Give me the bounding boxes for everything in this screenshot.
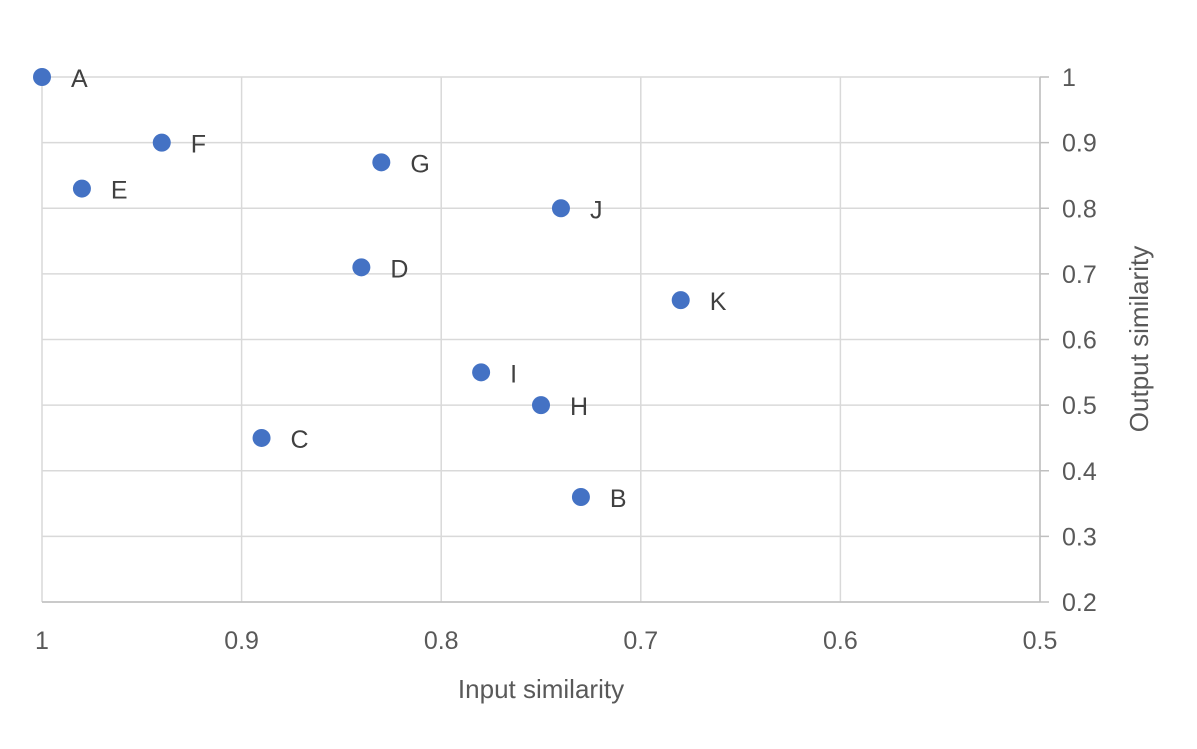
data-point-c bbox=[252, 428, 271, 447]
data-point-h bbox=[532, 396, 550, 415]
y-tick-label: 0.5 bbox=[1062, 392, 1097, 420]
data-point-f bbox=[152, 133, 171, 152]
y-tick-label: 0.6 bbox=[1062, 327, 1097, 355]
axes bbox=[42, 76, 1049, 603]
x-tick-label: 0.5 bbox=[1023, 627, 1058, 655]
data-point-b bbox=[571, 488, 590, 506]
x-tick-label: 0.6 bbox=[823, 627, 858, 655]
data-label-i: I bbox=[510, 360, 517, 388]
data-point-i bbox=[472, 363, 491, 382]
data-point-j bbox=[551, 199, 570, 218]
tick-labels: 1 0.9 0.8 0.7 0.6 0.50.20.30.40.50.60.70.80.9… bbox=[35, 64, 1097, 655]
data-points: A F E G J D K I H C B bbox=[33, 65, 727, 513]
data-label-h: H bbox=[570, 393, 588, 421]
data-label-j: J bbox=[590, 196, 603, 224]
data-point-d bbox=[352, 258, 371, 277]
x-axis-title: Input similarity bbox=[458, 674, 624, 704]
y-tick-label: 0.7 bbox=[1062, 261, 1097, 289]
data-label-c: C bbox=[291, 426, 309, 454]
x-tick-label: 1 bbox=[35, 627, 49, 655]
x-tick-label: 0.7 bbox=[623, 627, 658, 655]
data-label-b: B bbox=[610, 485, 627, 513]
data-label-e: E bbox=[111, 177, 128, 205]
data-label-f: F bbox=[191, 131, 206, 159]
data-label-d: D bbox=[390, 255, 408, 283]
data-point-e bbox=[72, 179, 91, 198]
y-tick-label: 0.8 bbox=[1062, 195, 1097, 223]
data-point-a bbox=[33, 68, 51, 86]
data-label-a: A bbox=[71, 65, 88, 93]
data-label-g: G bbox=[410, 150, 429, 178]
x-tick-label: 0.9 bbox=[224, 627, 259, 655]
data-point-k bbox=[671, 291, 690, 310]
y-tick-label: 0.9 bbox=[1062, 130, 1097, 158]
data-point-g bbox=[372, 153, 391, 172]
x-tick-label: 0.8 bbox=[424, 627, 459, 655]
y-tick-label: 0.4 bbox=[1062, 458, 1097, 486]
y-tick-label: 0.2 bbox=[1062, 589, 1097, 617]
y-tick-label: 1 bbox=[1062, 64, 1076, 92]
y-axis-title: Output similarity bbox=[1124, 246, 1154, 432]
data-label-k: K bbox=[710, 288, 727, 316]
y-tick-label: 0.3 bbox=[1062, 523, 1097, 551]
